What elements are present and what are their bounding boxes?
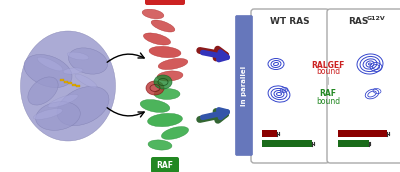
Ellipse shape — [158, 58, 188, 69]
Ellipse shape — [142, 9, 164, 19]
Text: RAF: RAF — [320, 89, 336, 99]
Ellipse shape — [154, 75, 172, 89]
Bar — [338, 140, 369, 147]
Bar — [262, 130, 277, 137]
Bar — [76, 85, 80, 87]
Ellipse shape — [68, 48, 108, 74]
Text: bound: bound — [316, 67, 340, 77]
Text: RALGEF: RALGEF — [148, 0, 182, 2]
Ellipse shape — [67, 52, 89, 60]
Bar — [72, 84, 76, 85]
Text: RALGEF: RALGEF — [311, 61, 345, 69]
Text: RAF: RAF — [156, 160, 174, 169]
Text: RAS: RAS — [348, 18, 368, 26]
Ellipse shape — [57, 86, 109, 126]
Bar — [262, 140, 312, 147]
Text: G12V: G12V — [367, 15, 385, 20]
Bar — [64, 81, 68, 83]
FancyBboxPatch shape — [236, 15, 252, 155]
Ellipse shape — [146, 81, 164, 95]
Ellipse shape — [36, 102, 80, 130]
Ellipse shape — [28, 77, 58, 105]
Ellipse shape — [24, 55, 72, 88]
Text: bound: bound — [316, 96, 340, 105]
Text: WT RAS: WT RAS — [270, 18, 310, 26]
Ellipse shape — [75, 74, 97, 88]
Bar — [338, 130, 387, 137]
Ellipse shape — [144, 33, 170, 45]
Ellipse shape — [148, 140, 172, 150]
Ellipse shape — [149, 46, 181, 58]
Ellipse shape — [20, 31, 116, 141]
Ellipse shape — [151, 20, 175, 32]
FancyBboxPatch shape — [327, 9, 400, 163]
Ellipse shape — [48, 94, 78, 108]
FancyBboxPatch shape — [145, 0, 185, 5]
Ellipse shape — [162, 127, 188, 139]
Ellipse shape — [157, 71, 183, 81]
Ellipse shape — [148, 113, 182, 127]
Text: In parallel: In parallel — [241, 65, 247, 106]
Bar — [60, 79, 64, 81]
Ellipse shape — [63, 68, 83, 74]
Ellipse shape — [34, 109, 62, 120]
Ellipse shape — [140, 100, 170, 112]
FancyBboxPatch shape — [251, 9, 329, 163]
Ellipse shape — [37, 57, 63, 71]
Ellipse shape — [154, 89, 180, 99]
FancyBboxPatch shape — [151, 157, 179, 172]
Bar — [68, 82, 72, 84]
